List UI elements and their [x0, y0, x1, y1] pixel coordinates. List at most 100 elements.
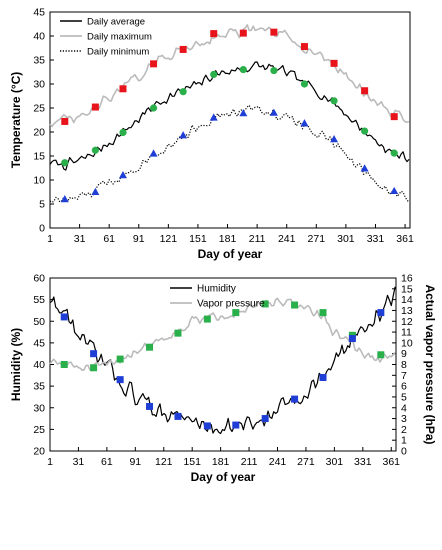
- data-marker-square: [232, 421, 240, 429]
- humidity-line: [49, 286, 396, 435]
- x-tick-label: 121: [160, 233, 178, 245]
- y2-tick-label: 6: [401, 381, 407, 393]
- y2-tick-label: 14: [401, 294, 413, 306]
- data-marker-square: [119, 85, 127, 93]
- x-tick-label: 211: [241, 456, 258, 468]
- data-marker-circle: [149, 104, 158, 112]
- data-marker-circle: [210, 70, 218, 78]
- data-marker-square: [291, 301, 299, 309]
- data-marker-triangle: [91, 187, 100, 195]
- y-tick-label: 30: [33, 402, 45, 414]
- data-marker-square: [203, 422, 211, 430]
- y-tick-label: 40: [33, 31, 45, 43]
- x-axis-label: Day of year: [191, 470, 256, 484]
- x-tick-label: 241: [269, 456, 287, 468]
- legend-label: Daily average: [87, 17, 145, 28]
- y2-tick-label: 3: [401, 413, 407, 425]
- x-tick-label: 121: [155, 456, 173, 468]
- x-tick-label: 151: [183, 456, 201, 468]
- y-tick-label: 45: [33, 7, 45, 19]
- x-tick-label: 91: [133, 233, 145, 245]
- data-marker-square: [261, 415, 269, 423]
- x-tick-label: 181: [219, 233, 237, 245]
- y2-axis-label: Actual vapor pressure (hPa): [423, 284, 437, 444]
- data-marker-square: [261, 300, 269, 308]
- y-tick-label: 60: [33, 273, 45, 285]
- y-tick-label: 10: [33, 175, 45, 187]
- data-marker-square: [146, 402, 154, 410]
- data-marker-circle: [239, 66, 247, 74]
- x-tick-label: 31: [73, 456, 85, 468]
- data-marker-square: [300, 43, 308, 51]
- y-tick-label: 5: [39, 199, 45, 211]
- data-marker-square: [60, 313, 68, 321]
- data-marker-square: [239, 29, 247, 37]
- data-marker-square: [203, 315, 211, 323]
- data-marker-square: [390, 113, 398, 121]
- y2-tick-label: 16: [401, 273, 413, 285]
- data-marker-square: [179, 45, 187, 53]
- x-tick-label: 331: [354, 456, 372, 468]
- data-marker-triangle: [269, 108, 278, 116]
- plot-frame: [49, 11, 411, 229]
- data-marker-square: [116, 355, 124, 363]
- data-marker-square: [60, 361, 68, 368]
- data-marker-square: [90, 350, 98, 358]
- x-tick-label: 1: [47, 456, 53, 468]
- data-marker-square: [91, 103, 99, 111]
- x-tick-label: 1: [47, 233, 53, 245]
- x-tick-label: 301: [326, 456, 344, 468]
- y-tick-label: 25: [33, 424, 45, 436]
- vapor-pressure-line: [49, 297, 396, 372]
- data-marker-circle: [390, 149, 398, 157]
- y2-tick-label: 5: [401, 391, 407, 403]
- data-marker-square: [319, 373, 327, 381]
- data-marker-triangle: [118, 171, 127, 179]
- data-marker-circle: [61, 159, 69, 167]
- data-marker-square: [174, 412, 182, 420]
- data-marker-square: [270, 28, 278, 36]
- x-tick-label: 61: [103, 233, 115, 245]
- x-tick-label: 361: [382, 456, 400, 468]
- y-tick-label: 20: [33, 446, 45, 458]
- y-tick-label: 20: [33, 127, 45, 139]
- data-marker-circle: [270, 66, 278, 75]
- y2-tick-label: 1: [401, 435, 407, 447]
- data-marker-triangle: [390, 186, 399, 195]
- y-tick-label: 50: [33, 316, 45, 328]
- data-marker-triangle: [209, 113, 218, 121]
- data-marker-square: [174, 329, 182, 337]
- x-tick-label: 181: [212, 456, 230, 468]
- data-marker-square: [146, 343, 154, 351]
- x-tick-label: 301: [337, 233, 355, 245]
- y2-tick-label: 2: [401, 424, 407, 436]
- x-tick-label: 331: [367, 233, 385, 245]
- x-tick-label: 31: [74, 233, 86, 245]
- data-marker-circle: [119, 128, 127, 137]
- y-tick-label: 55: [33, 294, 45, 306]
- legend-label: Humidity: [197, 284, 236, 295]
- data-marker-triangle: [360, 164, 369, 172]
- x-tick-label: 361: [396, 233, 414, 245]
- data-marker-square: [232, 309, 240, 317]
- data-marker-square: [361, 87, 369, 95]
- data-marker-square: [61, 117, 69, 125]
- x-tick-label: 211: [249, 233, 266, 245]
- y-tick-label: 25: [33, 103, 45, 115]
- data-marker-square: [90, 364, 98, 372]
- data-marker-circle: [361, 127, 369, 135]
- data-marker-square: [330, 59, 338, 67]
- y-tick-label: 0: [39, 223, 45, 235]
- data-marker-circle: [300, 80, 309, 88]
- y-tick-label: 35: [33, 55, 45, 67]
- y2-tick-label: 15: [401, 283, 413, 295]
- data-marker-triangle: [149, 149, 158, 157]
- x-axis-label: Day of year: [198, 247, 263, 261]
- x-tick-label: 241: [278, 233, 296, 245]
- data-marker-triangle: [239, 109, 248, 117]
- x-tick-label: 271: [297, 456, 315, 468]
- y-tick-label: 45: [33, 337, 45, 349]
- y2-tick-label: 13: [401, 305, 413, 317]
